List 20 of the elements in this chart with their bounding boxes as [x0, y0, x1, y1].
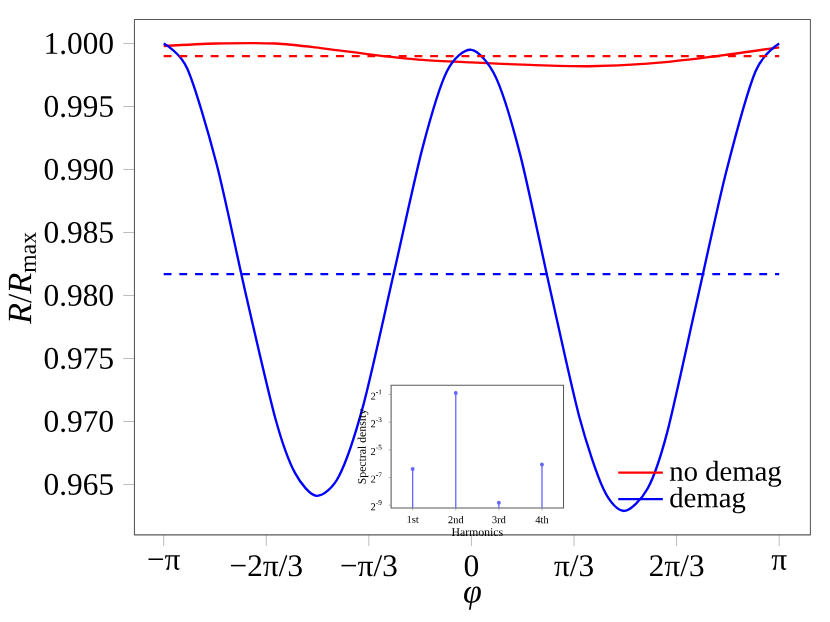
y-tick-label: 0.965 — [44, 474, 113, 496]
legend-label: demag — [670, 487, 746, 514]
y-tick-label: 0.970 — [44, 411, 113, 433]
legend-label: no demag — [669, 461, 782, 488]
line-series — [162, 42, 781, 68]
y-tick-label: 0.980 — [44, 285, 113, 307]
x-tick-label: 2π/3 — [650, 555, 704, 577]
x-tick-label: π/3 — [554, 555, 593, 577]
x-tick-label: −π — [148, 555, 180, 571]
line-series — [162, 42, 781, 513]
x-tick-label: π — [771, 555, 787, 571]
x-tick-label: −π/3 — [341, 555, 397, 577]
y-tick-label: 0.985 — [44, 222, 113, 244]
y-tick-label: 0.995 — [44, 96, 113, 118]
y-tick-label: 1.000 — [46, 33, 113, 55]
y-tick-label: 0.990 — [44, 159, 113, 181]
x-axis-title: φ — [464, 586, 481, 611]
x-tick-label: −2π/3 — [231, 555, 302, 577]
x-tick-label: 0 — [464, 555, 479, 577]
y-tick-label: 0.975 — [44, 348, 113, 370]
